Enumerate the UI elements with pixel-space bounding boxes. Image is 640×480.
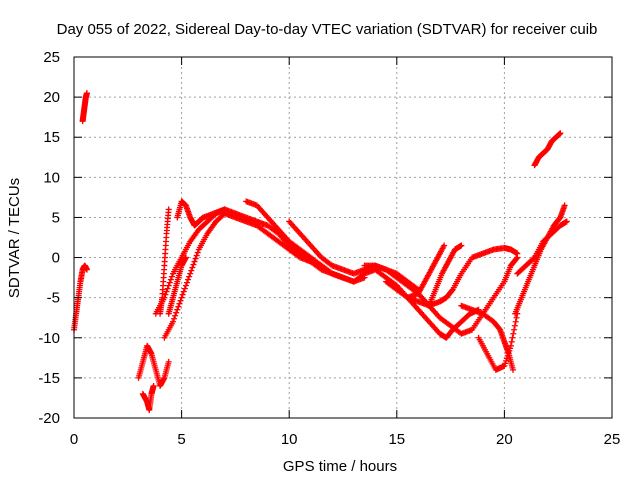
data-point	[510, 366, 517, 373]
data-point	[182, 282, 189, 289]
data-point	[163, 288, 170, 295]
data-point	[513, 314, 520, 321]
series-arc-7	[161, 210, 482, 341]
x-tick-label: 15	[388, 431, 405, 448]
data-point	[194, 249, 201, 256]
data-point	[177, 297, 184, 304]
data-point	[511, 326, 518, 333]
data-point	[511, 322, 518, 329]
x-tick-labels: 0 5 10 15 20 25	[70, 431, 621, 448]
data-point	[175, 303, 182, 310]
data-point	[509, 334, 516, 341]
y-tick-label: -20	[38, 410, 60, 427]
y-tick-labels: -20 -15 -10 -5 0 5 10 15 20 25	[38, 49, 60, 427]
series-arc-9	[174, 198, 228, 229]
data-point	[176, 300, 183, 307]
data-point	[179, 291, 186, 298]
data-point	[188, 267, 195, 274]
data-point	[83, 90, 90, 97]
data-point	[191, 258, 198, 265]
y-tick-label: -5	[47, 290, 60, 307]
series-arc-20	[531, 130, 564, 169]
data-point	[221, 206, 228, 213]
x-tick-label: 25	[604, 431, 621, 448]
data-point	[165, 358, 172, 365]
data-point	[161, 294, 168, 301]
series-arc-17	[475, 310, 521, 373]
series-arc-19	[514, 218, 570, 277]
series-arc-15	[426, 242, 465, 309]
x-axis-label: GPS time / hours	[283, 458, 397, 475]
data-point	[340, 274, 346, 281]
data-point	[166, 279, 173, 286]
data-point	[530, 255, 537, 262]
series-arc-3	[135, 342, 172, 389]
data-point	[190, 261, 197, 268]
data-point	[193, 252, 200, 259]
y-tick-label: -15	[38, 370, 60, 387]
data-point	[169, 318, 176, 325]
series-arc-8	[165, 254, 189, 317]
data-point	[180, 288, 187, 295]
y-axis-label: SDTVAR / TECUs	[6, 178, 23, 298]
series-arc-14	[383, 242, 448, 301]
data-point	[561, 202, 568, 209]
data-point	[186, 273, 193, 280]
data-point	[150, 382, 157, 389]
data-point	[178, 294, 185, 301]
y-tick-label: 25	[43, 49, 60, 66]
data-point	[165, 206, 172, 213]
series-arc-18	[512, 202, 568, 317]
y-tick-label: -10	[38, 330, 60, 347]
y-tick-label: 0	[52, 250, 60, 267]
data-point	[182, 254, 189, 261]
data-point	[513, 255, 520, 262]
data-point	[441, 242, 448, 249]
plot-frame	[73, 56, 613, 419]
y-tick-label: 15	[43, 129, 60, 146]
data-point	[173, 309, 180, 316]
axis-ticks	[73, 56, 613, 419]
data-point	[168, 273, 175, 280]
data-point	[510, 330, 517, 337]
data-point	[83, 266, 90, 273]
data-point	[187, 270, 194, 277]
data-point	[512, 318, 519, 325]
series-arc-2	[79, 90, 90, 125]
data-point	[165, 282, 172, 289]
y-tick-label: 20	[43, 89, 60, 106]
x-tick-label: 10	[281, 431, 298, 448]
series-arc-12	[361, 254, 521, 337]
data-point	[508, 338, 515, 345]
data-point	[448, 287, 455, 294]
data-point	[172, 312, 179, 319]
data-point	[185, 276, 192, 283]
series-arc-11	[286, 218, 422, 293]
y-tick-label: 5	[52, 209, 60, 226]
data-point	[181, 285, 188, 292]
chart-title: Day 055 of 2022, Sidereal Day-to-day VTE…	[57, 21, 598, 38]
series-arc-10	[243, 198, 346, 281]
data-point	[557, 130, 564, 137]
data-point	[171, 315, 178, 322]
data-markers	[71, 90, 570, 413]
data-point	[563, 218, 570, 225]
x-tick-label: 5	[177, 431, 185, 448]
data-point	[189, 264, 196, 271]
data-point	[164, 285, 171, 292]
data-point	[183, 279, 190, 286]
series-arc-4	[139, 382, 157, 413]
data-point	[514, 250, 521, 257]
data-point	[458, 242, 465, 249]
data-point	[174, 306, 181, 313]
y-tick-label: 10	[43, 169, 60, 186]
x-tick-label: 0	[70, 431, 78, 448]
data-point	[167, 276, 174, 283]
data-point	[507, 342, 514, 349]
data-point	[162, 291, 169, 298]
x-tick-label: 20	[496, 431, 513, 448]
data-point	[192, 255, 199, 262]
